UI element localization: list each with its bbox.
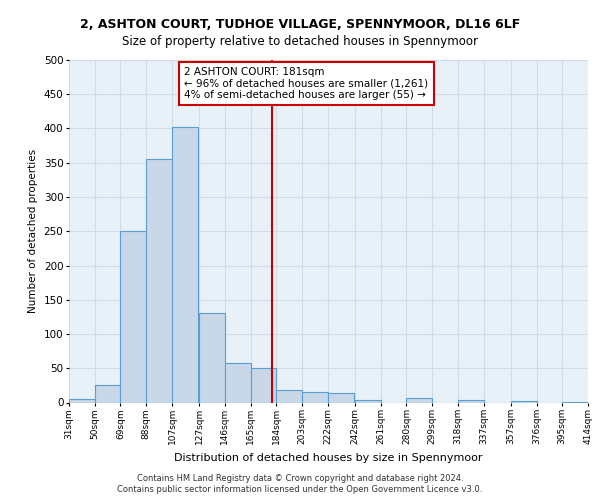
Text: 2 ASHTON COURT: 181sqm
← 96% of detached houses are smaller (1,261)
4% of semi-d: 2 ASHTON COURT: 181sqm ← 96% of detached…: [184, 67, 428, 100]
Text: 2, ASHTON COURT, TUDHOE VILLAGE, SPENNYMOOR, DL16 6LF: 2, ASHTON COURT, TUDHOE VILLAGE, SPENNYM…: [80, 18, 520, 30]
Bar: [511, 401, 536, 402]
Bar: [328, 393, 353, 402]
X-axis label: Distribution of detached houses by size in Spennymoor: Distribution of detached houses by size …: [174, 453, 483, 463]
Bar: [302, 392, 328, 402]
Bar: [121, 231, 146, 402]
Bar: [69, 399, 95, 402]
Text: Size of property relative to detached houses in Spennymoor: Size of property relative to detached ho…: [122, 35, 478, 48]
Bar: [458, 400, 484, 402]
Bar: [95, 386, 121, 402]
Y-axis label: Number of detached properties: Number of detached properties: [28, 149, 38, 314]
Bar: [146, 160, 172, 402]
Bar: [406, 398, 432, 402]
Bar: [355, 400, 380, 402]
Text: Contains HM Land Registry data © Crown copyright and database right 2024.
Contai: Contains HM Land Registry data © Crown c…: [118, 474, 482, 494]
Bar: [277, 390, 302, 402]
Bar: [251, 368, 277, 402]
Bar: [172, 127, 198, 402]
Bar: [199, 314, 225, 402]
Bar: [225, 363, 251, 403]
